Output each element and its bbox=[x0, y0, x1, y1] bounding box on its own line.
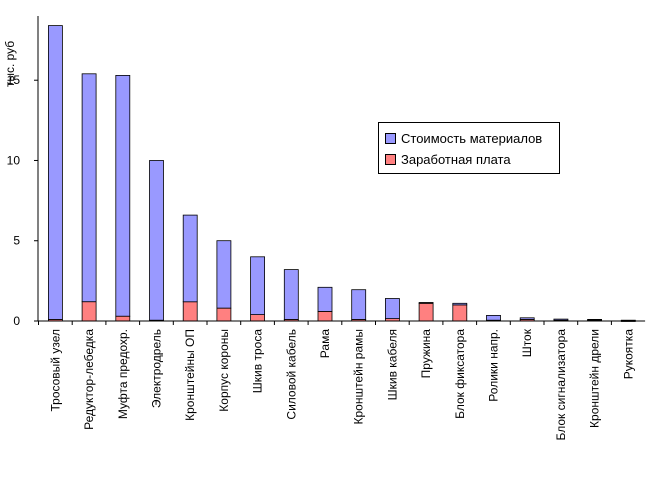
x-tick-label: Редуктор-лебедка bbox=[82, 329, 96, 430]
legend-swatch-materials bbox=[385, 133, 396, 144]
x-tick-label: Шкив троса bbox=[251, 329, 265, 394]
bar-salary-6 bbox=[250, 314, 266, 322]
legend-label-materials: Стоимость материалов bbox=[401, 131, 543, 146]
x-tick-label: Кронштейны ОП bbox=[183, 329, 197, 421]
bar-salary-2 bbox=[115, 315, 131, 322]
x-tick-label: Шток bbox=[520, 328, 534, 357]
bar-materials-11 bbox=[418, 302, 434, 304]
bar-materials-7 bbox=[283, 269, 299, 320]
x-tick-label: Кронштейн рамы bbox=[352, 329, 366, 425]
x-tick-label: Блок сигнализатора bbox=[554, 329, 568, 441]
x-tick-label: Кронштейн дрели bbox=[588, 329, 602, 428]
bar-materials-6 bbox=[250, 256, 266, 315]
x-tick-label: Электродрель bbox=[150, 329, 164, 408]
bar-salary-11 bbox=[418, 302, 434, 322]
legend: Стоимость материалов Заработная плата bbox=[378, 122, 560, 174]
legend-label-salary: Заработная плата bbox=[401, 152, 511, 167]
bar-salary-4 bbox=[182, 301, 198, 322]
bar-materials-2 bbox=[115, 75, 131, 317]
x-tick-label: Блок фиксатора bbox=[453, 329, 467, 419]
legend-item-salary: Заработная плата bbox=[385, 149, 553, 170]
x-tick-label: Рама bbox=[318, 329, 332, 359]
bar-materials-3 bbox=[149, 160, 164, 321]
bar-materials-4 bbox=[182, 214, 198, 303]
bar-materials-14 bbox=[519, 317, 535, 320]
x-tick-label: Шкив кабеля bbox=[385, 329, 399, 400]
y-tick-label: 0 bbox=[13, 314, 20, 328]
bar-salary-1 bbox=[81, 301, 97, 322]
x-tick-label: Ролики напр. bbox=[487, 329, 501, 402]
x-tick-label: Силовой кабель bbox=[284, 329, 298, 420]
bar-materials-13 bbox=[486, 314, 501, 321]
bar-materials-8 bbox=[317, 286, 333, 312]
y-tick-label: 15 bbox=[7, 73, 21, 87]
bar-salary-12 bbox=[452, 304, 468, 322]
bar-materials-5 bbox=[216, 240, 232, 309]
x-tick-label: Муфта предохр. bbox=[116, 329, 130, 419]
x-tick-label: Корпус короны bbox=[217, 329, 231, 412]
y-tick-label: 5 bbox=[13, 234, 20, 248]
x-tick-label: Тросовый узел bbox=[48, 329, 62, 412]
bar-materials-0 bbox=[48, 25, 63, 320]
bar-salary-5 bbox=[216, 307, 232, 322]
bar-materials-16 bbox=[587, 318, 602, 321]
bar-materials-15 bbox=[553, 318, 569, 321]
y-axis-label: тыс. руб bbox=[3, 41, 17, 87]
legend-item-materials: Стоимость материалов bbox=[385, 128, 553, 149]
y-tick-label: 10 bbox=[7, 153, 21, 167]
bar-materials-9 bbox=[351, 289, 367, 320]
plot-area: Тросовый узел Редуктор-лебедка Муфта предо… bbox=[7, 16, 646, 441]
bar-salary-8 bbox=[317, 310, 333, 322]
legend-swatch-salary bbox=[385, 154, 396, 165]
bar-materials-12 bbox=[452, 302, 468, 306]
bar-materials-1 bbox=[81, 73, 97, 303]
bar-materials-10 bbox=[384, 298, 400, 320]
x-tick-label: Рукоятка bbox=[621, 329, 635, 380]
x-tick-label: Пружина bbox=[419, 329, 433, 379]
